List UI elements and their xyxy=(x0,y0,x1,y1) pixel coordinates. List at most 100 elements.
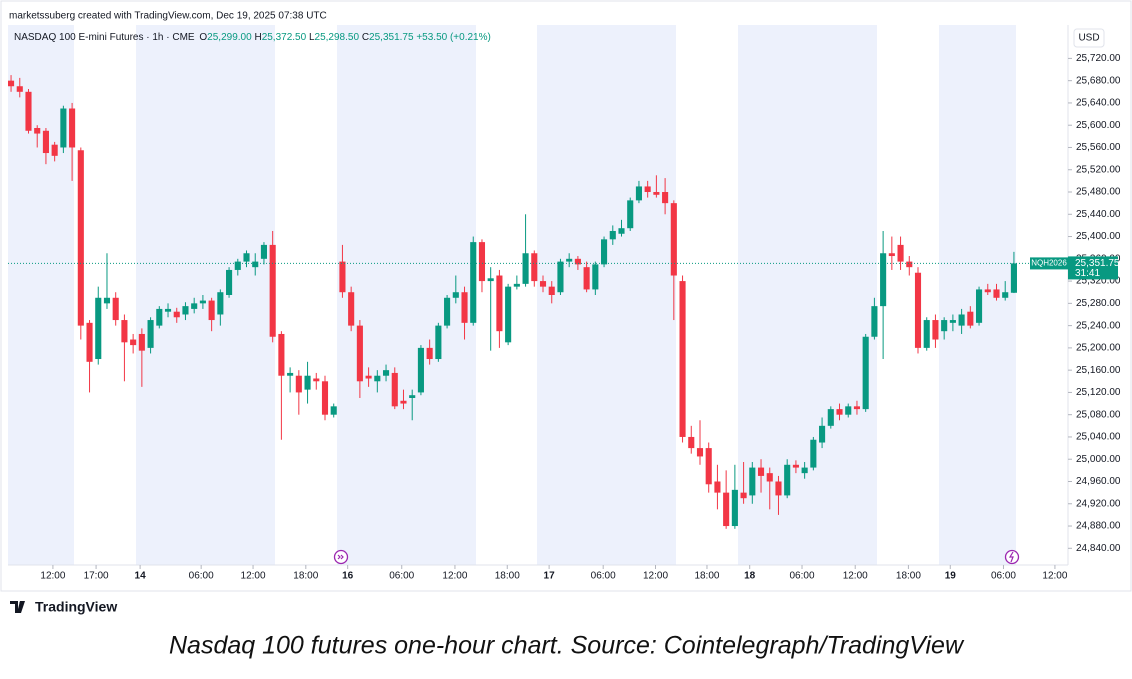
candle-body xyxy=(103,297,111,304)
candle-body xyxy=(627,200,634,229)
x-tick-label: 17:00 xyxy=(84,571,109,582)
candle-body xyxy=(348,292,355,326)
candle-body xyxy=(260,244,268,259)
candle-body xyxy=(557,261,564,293)
candle-body xyxy=(993,289,1000,298)
x-tick-label: 12:00 xyxy=(843,571,868,582)
candle-body xyxy=(522,253,529,284)
candle-body xyxy=(871,306,878,337)
candle-body xyxy=(86,322,93,362)
y-tick-label: 25,000.00 xyxy=(1076,454,1121,465)
candle-body xyxy=(644,186,651,193)
symbol-tag xyxy=(1030,257,1068,270)
candle-body xyxy=(252,261,259,268)
candle-body xyxy=(77,150,84,326)
ohlc-key: O xyxy=(199,32,207,43)
candle-body xyxy=(967,311,974,326)
candle-body xyxy=(601,239,608,265)
x-tick-label: 18:00 xyxy=(694,571,719,582)
x-tick-label: 06:00 xyxy=(189,571,214,582)
price-tag xyxy=(1068,256,1118,280)
caption: Nasdaq 100 futures one-hour chart. Sourc… xyxy=(169,632,965,660)
candle-body xyxy=(505,286,512,343)
candle-body xyxy=(975,289,983,323)
x-tick-label: 18:00 xyxy=(293,571,318,582)
candle-body xyxy=(452,292,459,298)
candle-body xyxy=(313,378,320,382)
y-tick-label: 25,240.00 xyxy=(1076,320,1121,331)
candle-body xyxy=(295,375,302,393)
candle-body xyxy=(949,320,956,323)
candle-body xyxy=(784,464,791,496)
candle-body xyxy=(914,272,922,348)
candle-body xyxy=(566,258,573,262)
candle-body xyxy=(845,406,852,415)
candle-body xyxy=(321,381,329,415)
candle-body xyxy=(478,242,486,282)
candle-body xyxy=(51,144,58,156)
candle-body xyxy=(757,467,765,476)
candle-body xyxy=(278,333,285,376)
event-icon[interactable] xyxy=(333,549,349,565)
x-tick-label: 12:00 xyxy=(40,571,65,582)
brand-name: TradingView xyxy=(35,599,117,615)
currency: USD xyxy=(1078,33,1099,44)
candle-body xyxy=(164,308,172,312)
candle-body xyxy=(662,192,669,204)
candle-body xyxy=(592,264,599,290)
x-tick-label: 12:00 xyxy=(442,571,467,582)
candle-body xyxy=(618,228,625,234)
event-icon-circle[interactable] xyxy=(333,549,349,565)
creator-line: marketssuberg created with TradingView.c… xyxy=(9,11,327,22)
candle-body xyxy=(705,448,712,485)
y-tick-label: 25,120.00 xyxy=(1076,387,1121,398)
x-tick-label: 12:00 xyxy=(643,571,668,582)
candle-body xyxy=(583,267,590,290)
ohlc-value: 25,299.00 xyxy=(207,32,252,43)
ohlc-key: L xyxy=(309,32,315,43)
ohlc-value: 25,351.75 xyxy=(369,32,414,43)
y-tick-label: 25,440.00 xyxy=(1076,209,1121,220)
candle-body xyxy=(679,281,686,437)
candle-body xyxy=(95,297,102,360)
candle-body xyxy=(269,244,276,337)
candle-body xyxy=(8,80,15,87)
candle-body xyxy=(670,203,677,276)
frame xyxy=(0,0,1132,592)
event-icon[interactable] xyxy=(1004,549,1020,565)
candle-body xyxy=(548,286,555,295)
candle-body xyxy=(731,489,738,527)
candle-body xyxy=(304,375,311,390)
candle-body xyxy=(862,336,869,410)
y-tick-label: 25,320.00 xyxy=(1076,276,1121,287)
candle-body xyxy=(69,108,76,148)
change: +53.50 (+0.21%) xyxy=(416,32,491,43)
candle-body xyxy=(749,467,756,496)
brand: TradingView xyxy=(10,599,117,615)
candle-body xyxy=(932,320,939,340)
y-tick-label: 24,840.00 xyxy=(1076,543,1121,554)
candle-body xyxy=(60,108,67,148)
y-tick-label: 25,280.00 xyxy=(1076,298,1121,309)
legend-line: NASDAQ 100 E-mini Futures · 1h · CME O25… xyxy=(14,32,491,43)
candle-body xyxy=(400,400,407,404)
candle-body xyxy=(138,333,145,351)
ohlc-value: 25,372.50 xyxy=(262,32,307,43)
y-tick-label: 24,880.00 xyxy=(1076,521,1121,532)
candle-body xyxy=(984,289,991,293)
candle-body xyxy=(374,375,381,382)
session-band xyxy=(8,25,74,565)
candle-body xyxy=(792,464,799,468)
candle-body xyxy=(426,347,433,360)
candle-body xyxy=(409,395,416,398)
candle-body xyxy=(1002,292,1009,298)
candle-body xyxy=(810,439,817,468)
y-tick-label: 25,680.00 xyxy=(1076,75,1121,86)
candle-body xyxy=(906,261,913,268)
candle-body xyxy=(853,406,861,410)
candle-body xyxy=(356,325,363,382)
candle-body xyxy=(1010,263,1017,293)
candle-body xyxy=(25,91,32,131)
x-tick-label: 12:00 xyxy=(1042,571,1067,582)
